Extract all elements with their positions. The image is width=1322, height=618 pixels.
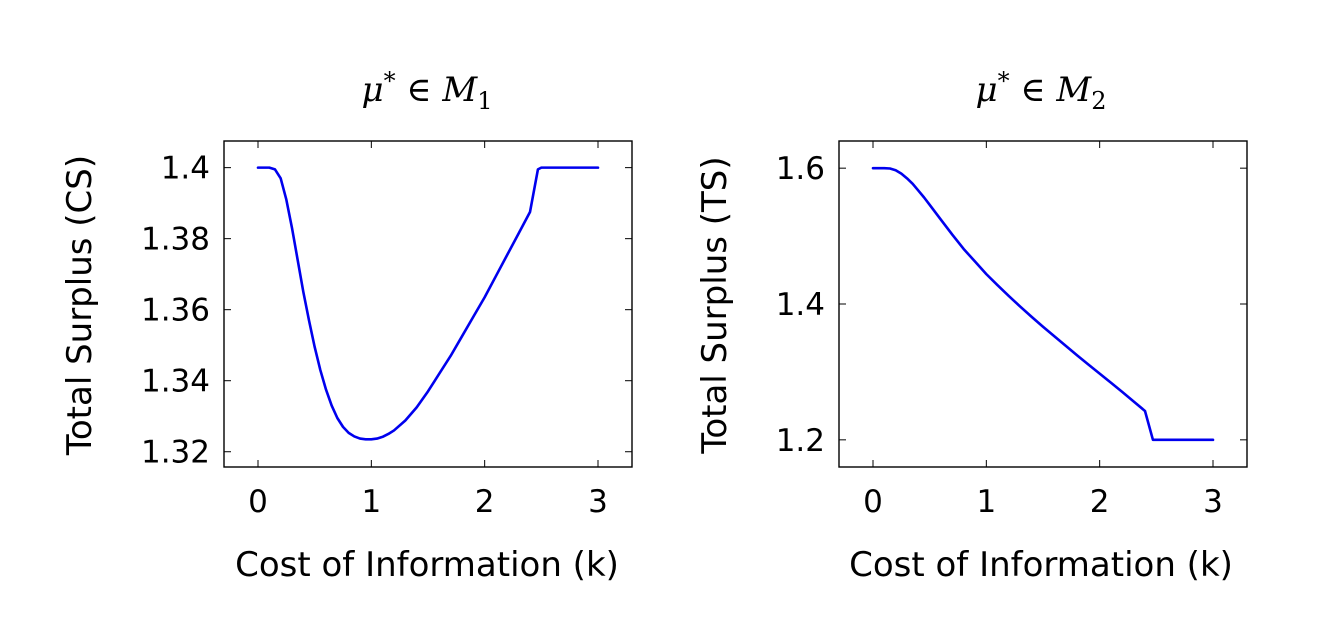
y-tick-label: 1.2 xyxy=(776,423,825,459)
title-star: * xyxy=(384,67,396,95)
y-axis-label-right: Total Surplus (TS) xyxy=(695,156,735,454)
y-tick-label: 1.36 xyxy=(141,293,210,329)
title-in: ∈ xyxy=(1010,70,1057,110)
x-tick-label: 3 xyxy=(588,484,608,520)
y-tick-label: 1.4 xyxy=(776,287,825,323)
title-set: M xyxy=(1055,70,1092,110)
y-tick-label: 1.32 xyxy=(141,435,210,471)
plot-frame xyxy=(838,140,1248,468)
x-tick-label: 0 xyxy=(863,484,883,520)
title-index: 1 xyxy=(477,87,492,115)
x-tick-label: 3 xyxy=(1203,484,1223,520)
chart-title-right: μ* ∈ M2 xyxy=(975,67,1106,115)
title-mu: μ xyxy=(975,70,997,110)
x-tick-label: 0 xyxy=(248,484,268,520)
x-tick-label: 1 xyxy=(976,484,996,520)
chart-title-left: μ* ∈ M1 xyxy=(361,67,492,115)
series-line xyxy=(256,166,600,441)
y-tick-label: 1.34 xyxy=(141,364,210,400)
plot-frame xyxy=(223,140,633,468)
x-axis-label-left: Cost of Information (k) xyxy=(235,545,619,585)
chart-panel-left: μ* ∈ M1 Cost of Information (k) Total Su… xyxy=(60,67,633,585)
y-tick-label: 1.38 xyxy=(141,222,210,258)
x-tick-label: 2 xyxy=(475,484,495,520)
title-in: ∈ xyxy=(396,70,443,110)
x-tick-label: 2 xyxy=(1090,484,1110,520)
x-axis-label-right: Cost of Information (k) xyxy=(849,545,1233,585)
y-tick-label: 1.4 xyxy=(161,151,210,187)
title-mu: μ xyxy=(361,70,383,110)
y-tick-label: 1.6 xyxy=(776,151,825,187)
series-line xyxy=(871,166,1215,442)
chart-panel-right: μ* ∈ M2 Cost of Information (k) Total Su… xyxy=(695,67,1248,585)
title-star: * xyxy=(998,67,1010,95)
x-tick-label: 1 xyxy=(361,484,381,520)
title-set: M xyxy=(441,70,478,110)
y-axis-label-left: Total Surplus (CS) xyxy=(60,155,100,456)
title-index: 2 xyxy=(1091,87,1106,115)
